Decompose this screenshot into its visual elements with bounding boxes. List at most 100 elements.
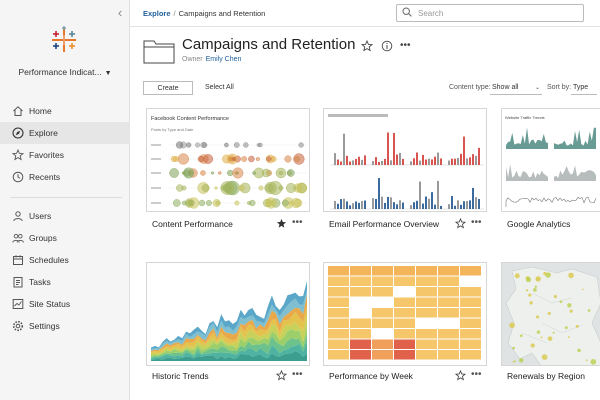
heat-cell bbox=[460, 308, 481, 318]
workbook-card[interactable]: Facebook Content Performance Posts by Ty… bbox=[146, 108, 310, 229]
favorite-star-icon[interactable] bbox=[276, 370, 287, 381]
tasks-icon bbox=[12, 276, 24, 288]
map-point bbox=[528, 293, 532, 297]
sidebar-item-tasks[interactable]: Tasks bbox=[0, 271, 130, 293]
card-more-actions[interactable]: ••• bbox=[292, 217, 303, 228]
sort-by-select[interactable]: Type bbox=[571, 81, 597, 95]
stream-layer bbox=[151, 342, 307, 361]
bar bbox=[466, 158, 468, 165]
bar bbox=[463, 201, 465, 209]
workbook-name[interactable]: Renewals by Region bbox=[507, 371, 585, 381]
bubble bbox=[175, 141, 184, 149]
favorite-star-icon[interactable] bbox=[361, 40, 373, 52]
favorite-star-icon[interactable] bbox=[455, 370, 466, 381]
owner-name-link[interactable]: Emily Chen bbox=[205, 56, 242, 63]
owner-line: Owner Emily Chen bbox=[182, 56, 241, 63]
sidebar-item-label: Favorites bbox=[29, 150, 64, 160]
heat-cell bbox=[438, 297, 459, 307]
workbook-thumbnail[interactable] bbox=[146, 262, 310, 366]
bar bbox=[399, 152, 401, 165]
breadcrumb-explore-link[interactable]: Explore bbox=[143, 9, 171, 18]
card-more-actions[interactable]: ••• bbox=[471, 217, 482, 228]
sidebar-item-recents[interactable]: Recents bbox=[0, 166, 130, 188]
workbook-name[interactable]: Google Analytics bbox=[507, 219, 571, 229]
bar bbox=[422, 203, 424, 209]
bar bbox=[410, 161, 412, 165]
bar bbox=[413, 202, 415, 209]
heat-cell bbox=[350, 339, 371, 349]
workbook-thumbnail[interactable]: Website Traffic Trends bbox=[501, 108, 600, 212]
heat-cell bbox=[394, 350, 415, 360]
card-more-actions[interactable]: ••• bbox=[471, 369, 482, 380]
site-switcher[interactable]: Performance Indicat... ▼ bbox=[0, 67, 130, 77]
bar bbox=[475, 197, 477, 209]
bubble bbox=[224, 142, 229, 148]
workbook-thumbnail[interactable] bbox=[323, 108, 487, 212]
collapse-sidebar-chevron-icon[interactable]: ‹ bbox=[117, 5, 123, 20]
sidebar-item-label: Groups bbox=[29, 233, 57, 243]
bubble bbox=[197, 155, 205, 163]
bar bbox=[352, 203, 354, 209]
workbook-name[interactable]: Performance by Week bbox=[329, 371, 413, 381]
favorite-star-filled-icon[interactable] bbox=[276, 218, 287, 229]
sidebar-item-groups[interactable]: Groups bbox=[0, 227, 130, 249]
select-all-button[interactable]: Select All bbox=[205, 84, 234, 91]
bubble bbox=[170, 155, 177, 163]
sidebar-item-site-status[interactable]: Site Status bbox=[0, 293, 130, 315]
caret-down-icon: ▼ bbox=[104, 70, 112, 77]
search-input[interactable] bbox=[418, 8, 578, 18]
workbook-card[interactable]: Historic Trends ••• bbox=[146, 262, 310, 381]
workbook-name[interactable]: Email Performance Overview bbox=[329, 219, 440, 229]
workbook-card[interactable]: Performance by Week ••• bbox=[323, 262, 487, 381]
page-title: Campaigns and Retention bbox=[182, 36, 356, 53]
favorite-star-icon[interactable] bbox=[455, 218, 466, 229]
info-icon[interactable] bbox=[381, 40, 393, 52]
bar bbox=[343, 133, 345, 165]
content-type-select[interactable]: Show all ⌄ bbox=[490, 81, 542, 95]
heat-cell bbox=[350, 266, 371, 276]
bar bbox=[457, 200, 459, 209]
card-more-actions[interactable]: ••• bbox=[292, 369, 303, 380]
heat-cell bbox=[416, 297, 437, 307]
bar bbox=[454, 205, 456, 209]
workbook-name[interactable]: Content Performance bbox=[152, 219, 233, 229]
sidebar-item-explore[interactable]: Explore bbox=[0, 122, 130, 144]
bar bbox=[375, 157, 377, 165]
sidebar-item-schedules[interactable]: Schedules bbox=[0, 249, 130, 271]
workbook-card[interactable]: Website Traffic Trends Google Analytics bbox=[501, 108, 600, 229]
more-actions-icon[interactable]: ••• bbox=[400, 40, 412, 52]
bubble bbox=[227, 169, 234, 177]
workbook-thumbnail[interactable]: Facebook Content Performance Posts by Ty… bbox=[146, 108, 310, 212]
breadcrumb-current: Campaigns and Retention bbox=[178, 9, 266, 18]
heat-cell bbox=[328, 308, 349, 318]
workbook-card[interactable]: Email Performance Overview ••• bbox=[323, 108, 487, 229]
workbook-card[interactable]: Renewals by Region bbox=[501, 262, 600, 381]
bar bbox=[478, 198, 480, 209]
workbook-name[interactable]: Historic Trends bbox=[152, 371, 209, 381]
search-box[interactable] bbox=[396, 4, 584, 22]
thumbnail-title: Website Traffic Trends bbox=[505, 115, 545, 120]
create-button[interactable]: Create bbox=[143, 81, 193, 95]
bar bbox=[416, 200, 418, 209]
bar bbox=[434, 204, 436, 209]
tableau-logo-icon bbox=[50, 26, 78, 54]
workbook-thumbnail[interactable] bbox=[323, 262, 487, 366]
heat-cell bbox=[394, 308, 415, 318]
content-type-label: Content type: bbox=[449, 84, 491, 91]
sidebar-item-label: Home bbox=[29, 106, 52, 116]
heat-cell bbox=[394, 297, 415, 307]
sidebar-item-users[interactable]: Users bbox=[0, 205, 130, 227]
sidebar-item-home[interactable]: Home bbox=[0, 100, 130, 122]
bar bbox=[419, 160, 421, 165]
bar bbox=[434, 156, 436, 165]
bubble-chart-preview bbox=[151, 141, 308, 209]
sidebar-item-settings[interactable]: Settings bbox=[0, 315, 130, 337]
heat-cell bbox=[416, 287, 437, 297]
bar bbox=[472, 187, 474, 209]
bar bbox=[428, 158, 430, 165]
workbook-thumbnail[interactable] bbox=[501, 262, 600, 366]
bar bbox=[355, 201, 357, 209]
sidebar-item-favorites[interactable]: Favorites bbox=[0, 144, 130, 166]
bar bbox=[460, 204, 462, 209]
heat-cell bbox=[372, 339, 393, 349]
